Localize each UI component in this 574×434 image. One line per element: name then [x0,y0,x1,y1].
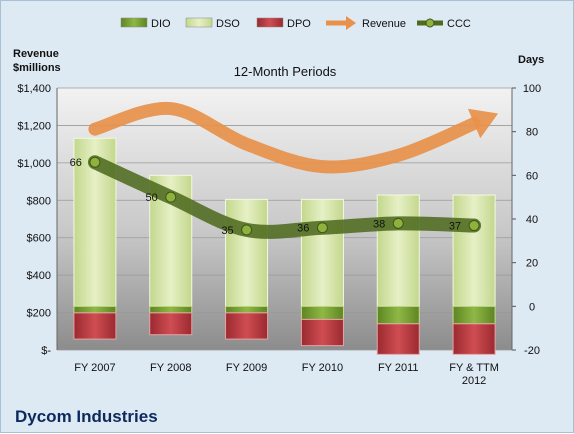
bar-dpo [73,312,117,340]
bar-dpo [300,318,344,347]
legend-swatch [256,17,284,28]
revenue-arrowhead [467,108,499,139]
legend-item: DPO [256,17,311,30]
left-tick-label: $200 [27,308,51,320]
bar-dpo [376,323,420,355]
legend-swatch [185,17,213,28]
right-tick-label: 80 [526,127,538,139]
right-tick-label: 60 [526,170,538,182]
legend-item: CCC [417,18,471,30]
legend-label: DPO [287,18,311,30]
category-label: FY & TTM [449,362,499,374]
axes: $- $200 $400 $600 $800 $1,000 $1,200 $1,400 -20 0… [17,83,541,387]
ccc-data-label: 35 [221,225,233,237]
legend-label: DIO [151,18,171,30]
right-tick-label: -20 [524,345,540,357]
left-axis-title-line2: $millions [13,62,61,74]
category-label: FY 2008 [150,362,191,374]
bar-dpo [452,323,496,355]
left-tick-label: $1,400 [17,83,51,95]
right-tick-label: 0 [529,301,535,313]
left-tick-label: $- [41,345,51,357]
left-tick-label: $400 [27,270,51,282]
ccc-marker [392,217,404,229]
ccc-marker [468,220,480,232]
ccc-marker [89,156,101,168]
left-axis-title-line1: Revenue [13,48,59,60]
right-tick-label: 100 [523,83,541,95]
legend-swatch [120,17,148,28]
left-tick-label: $800 [27,195,51,207]
category-label: FY 2007 [74,362,115,374]
legend-item: DSO [185,17,240,30]
legend-label: DSO [216,18,240,30]
bar-dio [300,305,344,320]
bar-dso [300,198,344,307]
ccc-data-label: 66 [70,157,82,169]
bar-dio [452,305,496,325]
bar-dso [376,194,420,307]
company-name: Dycom Industries [15,407,158,426]
right-tick-label: 40 [526,214,538,226]
left-tick-label: $600 [27,233,51,245]
left-tick-label: $1,000 [17,158,51,170]
category-label: 2012 [462,375,486,387]
legend-arrowhead [346,16,356,30]
category-label: FY 2010 [302,362,343,374]
bar-dio [376,305,420,325]
bar-dio [225,305,269,314]
legend-item: Revenue [326,16,406,30]
chart-title: 12-Month Periods [234,64,337,79]
revenue-line [88,101,481,174]
category-label: FY 2011 [378,362,419,374]
ccc-data-label: 38 [373,218,385,230]
bar-dio [73,305,117,314]
right-axis-title: Days [518,54,544,66]
ccc-data-label: 37 [449,221,461,233]
legend: DIO DSO DPO Revenue CCC [120,16,471,30]
ccc-marker [241,224,253,236]
bar-dio [149,305,193,314]
bar-dso [452,194,496,307]
bar-dpo [149,312,193,336]
bar-dpo [225,312,269,340]
right-tick-label: 20 [526,258,538,270]
legend-label: CCC [447,18,471,30]
legend-marker [425,18,435,28]
lines [87,101,499,239]
ccc-marker [316,222,328,234]
ccc-data-label: 36 [297,223,309,235]
data-labels: 66 50 35 36 38 37 [70,157,461,237]
ccc-marker [165,191,177,203]
bar-dso [225,198,269,307]
left-tick-label: $1,200 [17,120,51,132]
category-label: FY 2009 [226,362,267,374]
ccc-data-label: 50 [146,192,158,204]
legend-label: Revenue [362,18,406,30]
legend-item: DIO [120,17,171,30]
